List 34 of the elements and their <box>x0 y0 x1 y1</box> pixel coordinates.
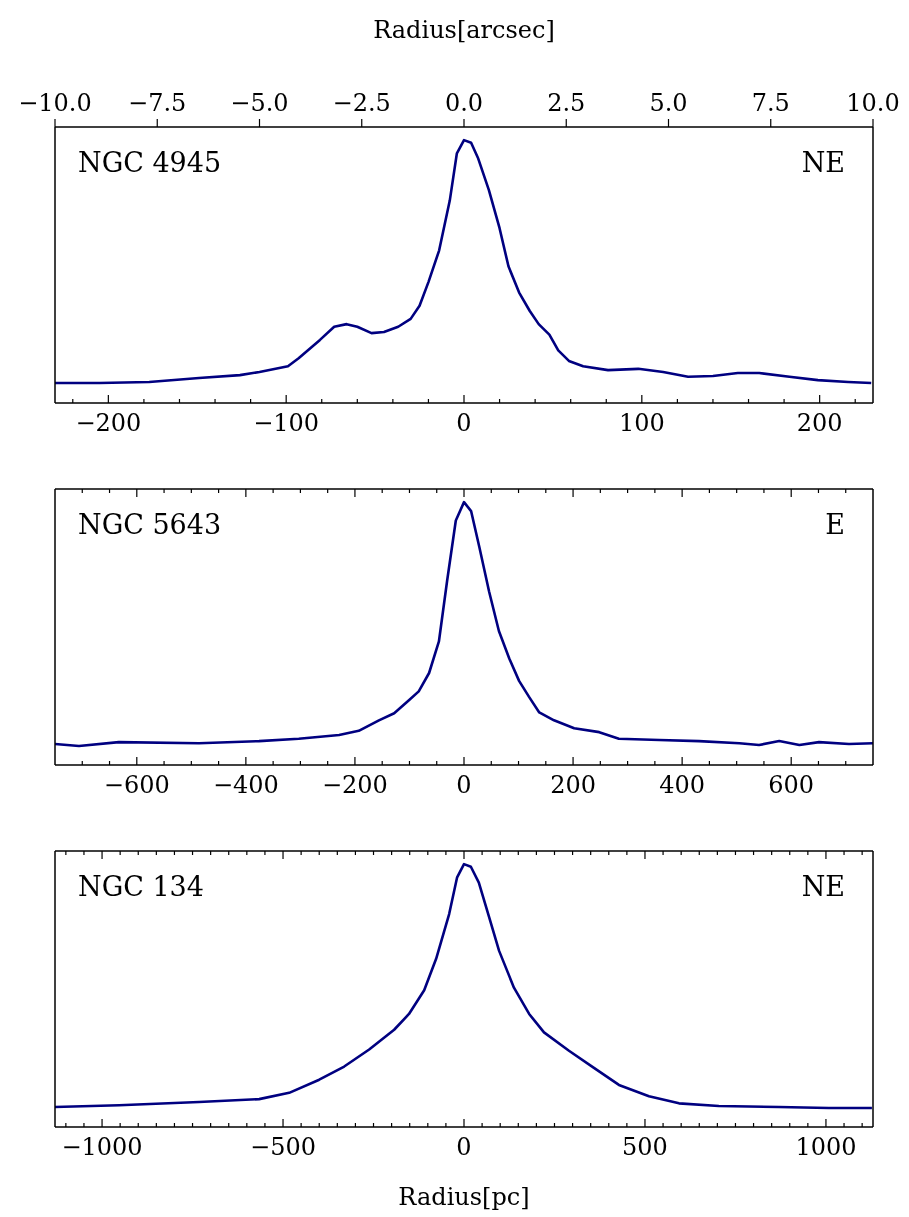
x2-tick-label: 5.0 <box>649 89 688 117</box>
annotation: NGC 134 <box>78 871 204 902</box>
x2-tick-label: 0.0 <box>444 89 484 117</box>
x2-tick-label: −10.0 <box>18 89 92 117</box>
x-axis-title: Radius[pc] <box>398 1183 530 1211</box>
x2-tick-label: 10.0 <box>846 89 900 117</box>
x-tick-label: −200 <box>75 409 142 437</box>
x-tick-label: 500 <box>622 1133 668 1161</box>
x2-tick-label: 2.5 <box>547 89 586 117</box>
annotation: E <box>825 509 845 540</box>
x-tick-label: 200 <box>550 771 596 799</box>
x2-axis-title: Radius[arcsec] <box>373 16 555 44</box>
x-tick-label: 1000 <box>795 1133 857 1161</box>
x-tick-label: −600 <box>103 771 170 799</box>
x-tick-label: −100 <box>253 409 320 437</box>
x-tick-label: 400 <box>659 771 706 799</box>
x-tick-label: 100 <box>618 409 665 437</box>
x-tick-label: −500 <box>250 1133 316 1161</box>
annotation: NE <box>801 147 845 178</box>
x-tick-label: 0 <box>456 409 472 437</box>
x2-tick-label: −2.5 <box>332 89 391 117</box>
x-tick-label: 0 <box>456 1133 472 1161</box>
x-tick-label: −1000 <box>61 1133 143 1161</box>
annotation: NGC 5643 <box>78 509 222 540</box>
annotation: NGC 4945 <box>78 147 222 178</box>
x-tick-label: −200 <box>321 771 388 799</box>
x-tick-label: −400 <box>212 771 279 799</box>
annotation: NE <box>801 871 845 902</box>
x2-tick-label: −5.0 <box>230 89 289 117</box>
x-tick-label: 600 <box>768 771 815 799</box>
x-tick-label: 200 <box>796 409 843 437</box>
x2-tick-label: 7.5 <box>751 89 790 117</box>
x2-tick-label: −7.5 <box>128 89 187 117</box>
x-tick-label: 0 <box>456 771 472 799</box>
